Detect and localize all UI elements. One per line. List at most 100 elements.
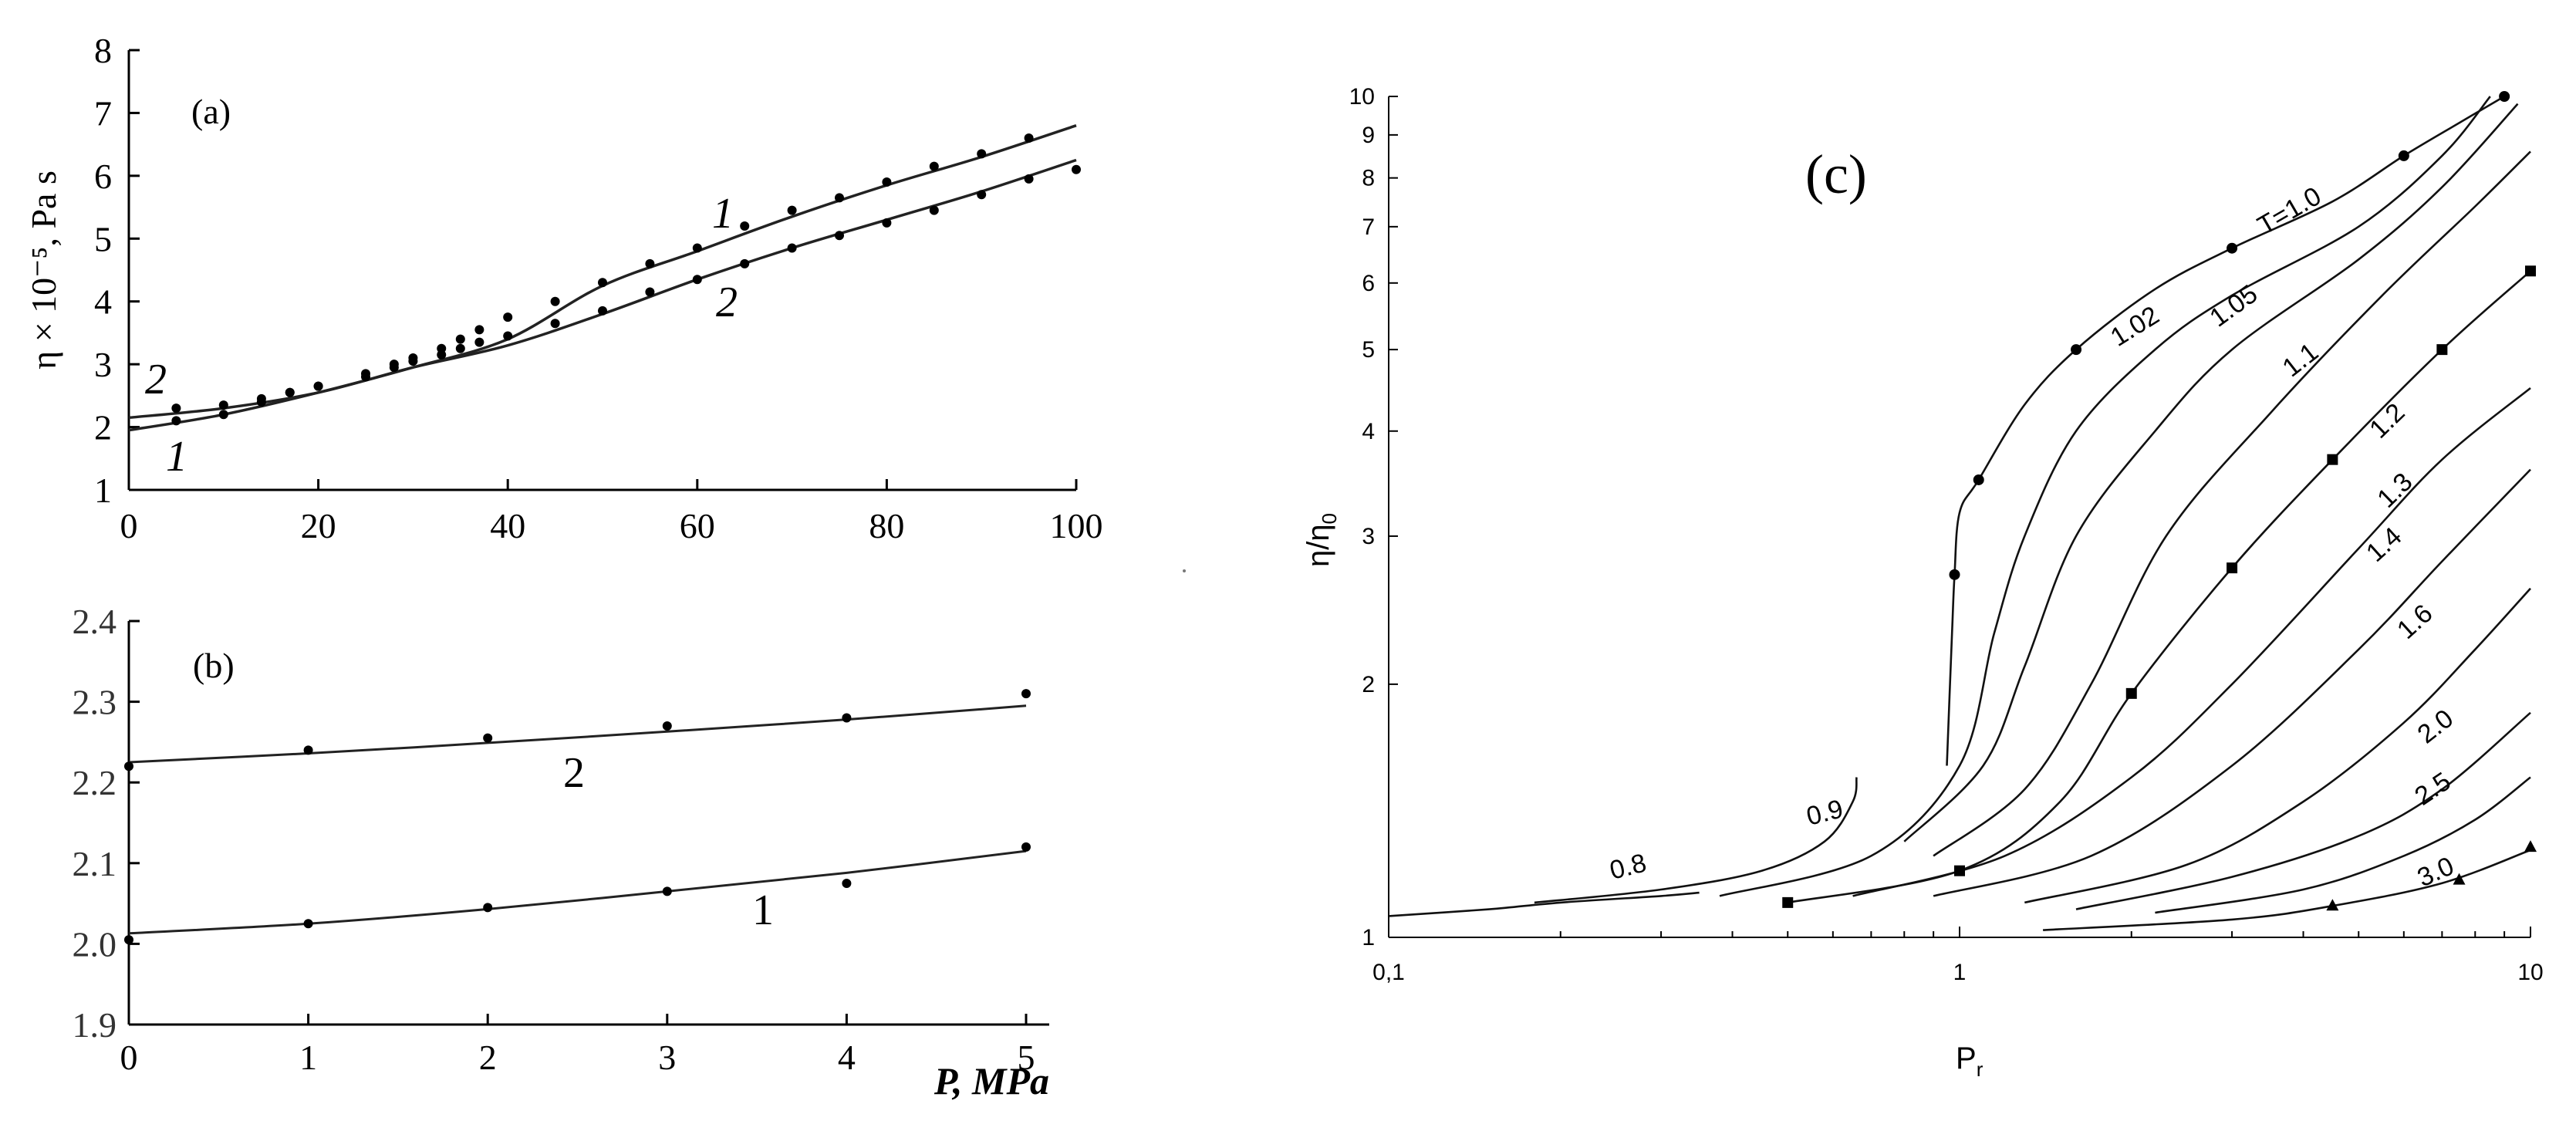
panel-b-x-label: P, MPa <box>934 1059 1049 1102</box>
panel-a-y-tick-label-5: 5 <box>94 219 112 258</box>
panel-a-point-2-20 <box>929 205 939 215</box>
panel-c-y-tick-label-10: 10 <box>1349 84 1375 110</box>
panel-a-point-1-17 <box>787 205 797 215</box>
panel-c-point-square-1 <box>1954 865 1965 876</box>
panel-b-point-1-5 <box>1021 842 1031 852</box>
panel-c-curve-2.0 <box>2075 711 2531 910</box>
panel-a-point-1-19 <box>882 177 892 187</box>
panel-c-points <box>1782 91 2537 911</box>
panel-a-point-1-1 <box>218 410 228 420</box>
panel-b-x-tick-label-3: 3 <box>658 1038 676 1077</box>
panel-c-label-105: 1.05 <box>2204 279 2263 333</box>
panel-a-point-2-7 <box>408 356 418 366</box>
panel-c-point-triangle-0 <box>2326 899 2339 911</box>
panel-c-y-label: η/η0 <box>1302 513 1341 567</box>
panel-b-y-ticks: 1.9 2.0 2.1 2.2 2.3 2.4 <box>73 602 140 1045</box>
panel-c-label-13: 1.3 <box>2372 468 2418 514</box>
panel-b-y-tick-label-0: 1.9 <box>73 1005 117 1045</box>
panel-c-x-tick-label-0: 0,1 <box>1372 960 1405 985</box>
panel-a-point-1-20 <box>929 161 939 171</box>
panel-a-point-2-17 <box>787 243 797 253</box>
panel-a-point-1-0 <box>171 416 181 426</box>
panel-a-y-tick-label-6: 6 <box>94 157 112 196</box>
panel-c-x-ticks: 0,1 1 10 <box>1372 927 2544 985</box>
panel-a-point-2-0 <box>171 403 181 414</box>
panel-b-y-tick-label-2: 2.1 <box>73 844 117 883</box>
panel-a-point-2-22 <box>1024 174 1034 184</box>
panel-c-point-circle-5 <box>2499 91 2510 102</box>
panel-a-y-tick-label-1: 1 <box>94 471 112 510</box>
panel-a-y-tick-label-3: 3 <box>94 345 112 384</box>
panel-c-curve-0.98 <box>1946 95 2505 766</box>
panel-a-frame <box>129 50 1076 490</box>
panel-b-x-ticks: 0 1 2 3 4 5 <box>120 1014 1035 1077</box>
panel-b-y-tick-label-4: 2.3 <box>73 683 117 722</box>
panel-c-y-tick-label-5: 5 <box>1362 337 1375 363</box>
panel-b-points <box>124 689 1031 945</box>
panel-a-point-2-8 <box>437 349 447 360</box>
panel-a-y-tick-label-7: 7 <box>94 93 112 133</box>
panel-b-x-tick-label-4: 4 <box>838 1038 856 1077</box>
panel-a-point-2-23 <box>1072 164 1081 174</box>
panel-a-points <box>171 133 1081 426</box>
panel-c-label-14: 1.4 <box>2361 522 2408 568</box>
panel-b-point-2-3 <box>662 721 672 731</box>
panel-a-point-2-14 <box>645 287 655 297</box>
panel-c-x-label: Pr <box>1956 1042 1983 1081</box>
panel-c-label-16: 1.6 <box>2392 599 2439 645</box>
panel-c-label-12: 1.2 <box>2364 398 2410 444</box>
panel-c-point-triangle-1 <box>2453 873 2466 885</box>
panel-b-curve-label-1: 1 <box>752 886 774 934</box>
panel-b-curve-1 <box>128 849 1027 935</box>
panel-c-point-circle-1 <box>1973 474 1984 485</box>
panel-a-point-1-21 <box>977 149 987 159</box>
panel-b-point-1-0 <box>124 935 133 945</box>
panel-b-y-tick-label-1: 2.0 <box>73 924 117 964</box>
panel-c-y-label-main: η/η <box>1302 524 1335 567</box>
panel-a-point-2-21 <box>977 190 987 200</box>
panel-c-curve-1.1 <box>1933 150 2531 857</box>
panel-a-point-2-16 <box>740 258 750 268</box>
panel-c-point-square-3 <box>2227 562 2238 574</box>
panel-c-curve-1.05 <box>1903 103 2519 842</box>
panel-c-label-20: 2.0 <box>2412 704 2460 749</box>
panel-b-point-2-2 <box>483 733 493 743</box>
panel-a-point-2-18 <box>835 231 844 241</box>
panel-a-point-1-16 <box>740 221 750 231</box>
panel-a-point-2-6 <box>389 363 399 373</box>
panel-c-label-T10: T=1.0 <box>2253 181 2326 241</box>
panel-a-point-1-14 <box>645 258 655 268</box>
panel-c-label-30: 3.0 <box>2413 851 2459 893</box>
panel-a-point-2-1 <box>218 400 228 410</box>
panel-a-label: (a) <box>191 92 231 131</box>
panel-c-x-tick-label-1: 1 <box>1953 960 1967 985</box>
panel-a-point-2-19 <box>882 218 892 228</box>
panel-a-point-2-9 <box>455 343 465 353</box>
panel-a-point-1-11 <box>503 312 513 322</box>
panel-c-y-tick-label-2: 2 <box>1362 672 1375 697</box>
panel-c-x-tick-label-2: 10 <box>2517 960 2543 985</box>
panel-a-point-2-3 <box>285 387 295 397</box>
panel-c-y-tick-label-4: 4 <box>1362 419 1375 444</box>
panel-a-x-tick-label-20: 20 <box>301 506 336 545</box>
panel-a-point-2-15 <box>692 275 702 285</box>
panel-c: 1 2 3 4 5 6 7 8 9 10 0,1 1 10 (c) Pr η/η0 T=1.0 1.0… <box>1302 84 2544 1081</box>
panel-c-x-label-sub: r <box>1977 1058 1983 1081</box>
panel-c-curves <box>1388 95 2531 931</box>
panel-c-y-label-sub: 0 <box>1318 513 1341 524</box>
panel-b-point-1-3 <box>662 886 672 896</box>
panel-a-point-1-18 <box>835 193 844 203</box>
panel-c-y-tick-label-1: 1 <box>1362 925 1375 950</box>
panel-a-point-2-2 <box>256 393 266 403</box>
panel-b-point-2-4 <box>842 713 852 723</box>
panel-c-curve-1.02 <box>1719 96 2491 897</box>
panel-a-point-2-4 <box>313 381 323 391</box>
panel-a-point-2-12 <box>550 319 560 329</box>
panel-c-y-tick-label-3: 3 <box>1362 524 1375 549</box>
panel-a-y-label: η × 10⁻⁵, Pa s <box>24 170 63 370</box>
panel-c-label: (c) <box>1805 143 1867 205</box>
panel-c-label-11: 1.1 <box>2277 337 2324 383</box>
panel-a-x-tick-label-100: 100 <box>1050 506 1103 545</box>
panel-a-y-tick-label-2: 2 <box>94 408 112 447</box>
